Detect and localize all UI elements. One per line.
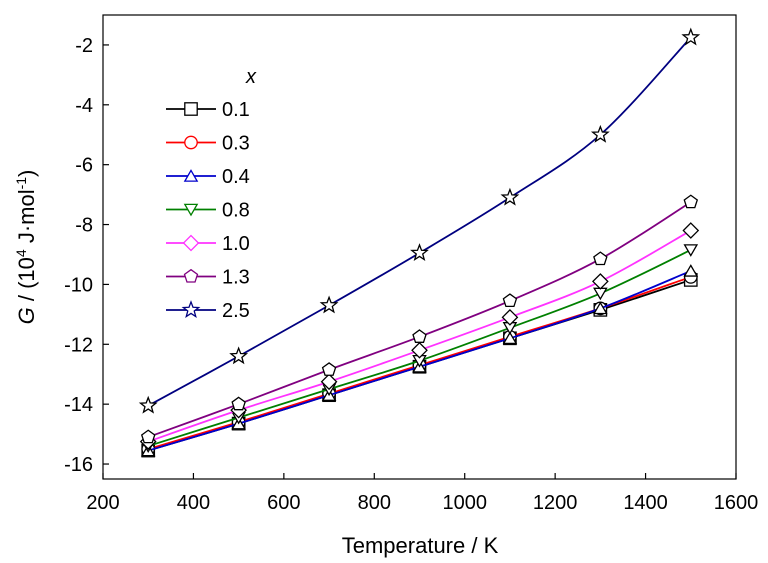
data-point	[321, 362, 337, 376]
data-point	[231, 396, 246, 411]
legend-item: 0.4	[166, 166, 250, 188]
y-axis-exponent: 4	[13, 249, 29, 257]
legend-item: 2.5	[166, 300, 250, 322]
x-tick-label: 1000	[442, 492, 487, 514]
y-tick-label: -12	[64, 334, 93, 356]
data-point	[682, 222, 700, 239]
legend-marker	[183, 203, 199, 217]
y-tick-label: -6	[75, 155, 93, 177]
y-tick-label: -8	[75, 215, 93, 237]
y-axis-title: G / (104 J·mol-1)	[13, 170, 39, 325]
data-point	[500, 187, 520, 206]
data-point	[410, 243, 429, 261]
y-axis-unit-prefix: / (10	[14, 257, 39, 307]
legend-marker	[183, 268, 199, 283]
data-point	[683, 264, 699, 277]
y-axis-unit-middle: J·mol	[14, 189, 39, 249]
series-2.5	[138, 27, 701, 414]
x-tick-label: 1600	[714, 492, 759, 514]
legend-label: 0.4	[222, 166, 250, 188]
legend-marker	[182, 234, 200, 252]
legend-label: 1.0	[222, 233, 250, 255]
x-tick-label: 200	[86, 492, 119, 514]
data-point	[140, 429, 156, 444]
legend-marker	[184, 135, 198, 150]
data-point	[229, 346, 249, 365]
series-1.3	[140, 194, 699, 444]
data-point	[502, 293, 518, 308]
y-axis-unit-suffix: )	[14, 170, 39, 177]
legend-marker	[181, 300, 201, 319]
legend-label: 0.1	[222, 99, 250, 121]
data-point	[683, 194, 699, 209]
data-point	[411, 341, 428, 359]
legend-marker	[184, 102, 198, 116]
data-point	[681, 27, 701, 46]
x-tick-label: 600	[267, 492, 300, 514]
y-tick-label: -4	[75, 95, 93, 117]
legend-label: 2.5	[222, 300, 250, 322]
data-point	[412, 329, 427, 343]
legend-item: 0.8	[166, 200, 250, 222]
plot-area	[102, 14, 737, 480]
data-point	[593, 251, 608, 266]
y-tick-label: -10	[64, 274, 93, 296]
data-point	[593, 287, 608, 301]
data-point	[320, 373, 338, 391]
data-point	[502, 331, 518, 345]
legend-label: 0.8	[222, 200, 250, 222]
x-tick-label: 1200	[533, 492, 578, 514]
x-axis-title: Temperature / K	[342, 533, 499, 558]
data-point	[319, 295, 339, 314]
data-point	[501, 308, 519, 326]
data-point	[590, 124, 610, 143]
plot-frame	[102, 14, 737, 480]
legend-marker	[183, 169, 199, 182]
y-tick-label: -2	[75, 35, 93, 57]
series-layer	[138, 27, 701, 458]
legend-item: 0.1	[166, 99, 250, 121]
y-tick-label: -14	[64, 394, 93, 416]
y-axis-unit-exponent: -1	[13, 177, 29, 190]
x-tick-label: 1400	[623, 492, 668, 514]
x-tick-label: 400	[177, 492, 210, 514]
data-point	[592, 273, 609, 290]
legend-item: 1.3	[166, 267, 250, 289]
data-point	[138, 395, 158, 414]
legend-item: 0.3	[166, 133, 250, 155]
x-tick-label: 800	[358, 492, 391, 514]
legend: x 0.1 0.3 0.4 0.8 1.0 1.3 2.5	[166, 66, 257, 322]
y-tick-label: -16	[64, 454, 93, 476]
legend-title: x	[245, 66, 257, 88]
data-point	[683, 244, 699, 257]
legend-item: 1.0	[166, 233, 250, 255]
data-point	[593, 301, 608, 315]
legend-label: 0.3	[222, 133, 250, 155]
y-axis-symbol: G	[14, 307, 39, 324]
axis-ticks: 200 400 600 800 1000 1200 1400 1600 -16 -14 -12 -10…	[64, 35, 758, 514]
legend-label: 1.3	[222, 267, 250, 289]
